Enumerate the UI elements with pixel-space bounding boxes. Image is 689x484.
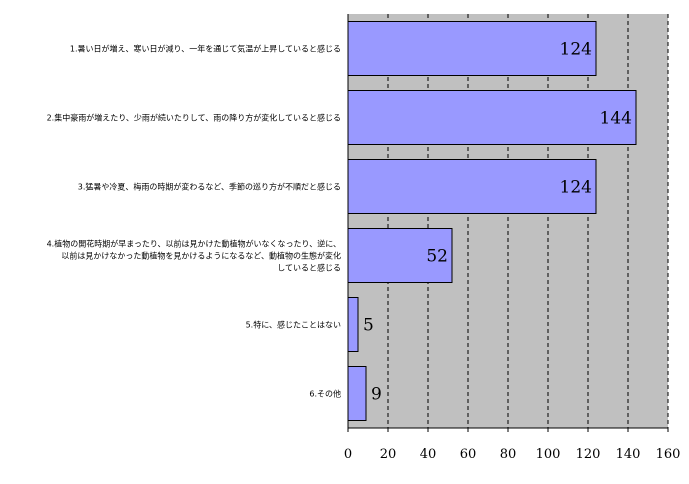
bar-3 [347, 159, 597, 214]
x-tick-label-40: 40 [420, 447, 437, 462]
category-label-5: 5.特に、感じたことはない [246, 320, 341, 330]
x-tick-label-140: 140 [616, 447, 641, 462]
data-label-6: 9 [371, 385, 382, 405]
gridlines [387, 14, 669, 428]
x-tick-label-120: 120 [576, 447, 601, 462]
x-tick-label-80: 80 [500, 447, 517, 462]
bar-5 [347, 297, 359, 352]
x-tick-label-60: 60 [460, 447, 477, 462]
bars [347, 21, 637, 421]
data-labels: 124 144 124 52 5 9 [363, 40, 632, 405]
data-label-4: 52 [426, 247, 448, 267]
data-label-3: 124 [560, 178, 592, 198]
data-label-5: 5 [363, 316, 374, 336]
axes [347, 14, 669, 432]
category-label-3: 3.猛暑や冷夏、梅雨の時期が変わるなど、季節の巡り方が不順だと感じる [78, 182, 341, 192]
data-label-2: 144 [600, 109, 632, 129]
category-label-6: 6.その他 [309, 389, 341, 399]
category-label-1: 1.暑い日が増え、寒い日が減り、一年を通じて気温が上昇していると感じる [70, 44, 341, 54]
data-label-1: 124 [560, 40, 592, 60]
x-tick-label-20: 20 [380, 447, 397, 462]
x-tick-label-0: 0 [344, 447, 352, 462]
bar-2 [347, 90, 637, 145]
category-labels: 1.暑い日が増え、寒い日が減り、一年を通じて気温が上昇していると感じる 2.集中豪… [47, 44, 341, 399]
bar-6 [347, 366, 367, 421]
category-label-2: 2.集中豪雨が増えたり、少雨が続いたりして、雨の降り方が変化していると感じる [47, 113, 341, 123]
category-label-4: 4.植物の開花時期が早まったり、以前は見かけた動植物がいなくなったり、逆に、以前… [47, 239, 341, 273]
bar-1 [347, 21, 597, 76]
x-tick-label-160: 160 [656, 447, 681, 462]
x-tick-label-100: 100 [536, 447, 561, 462]
x-tick-labels: 0 20 40 60 80 100 120 140 160 [344, 447, 681, 462]
